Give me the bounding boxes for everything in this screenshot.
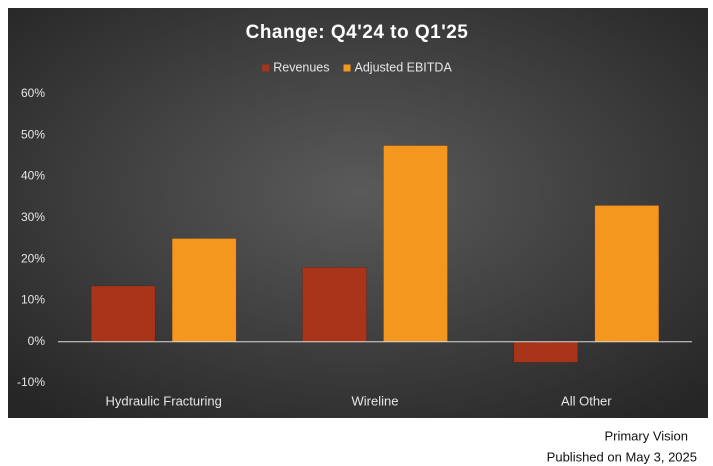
chart-background [8,8,708,418]
legend-marker [343,64,351,72]
x-tick-label: Wireline [352,393,399,408]
y-tick-label: 50% [21,127,45,141]
y-tick-label: 0% [28,334,46,348]
plot: -10% 0% 10% 20% 30% 40% 50% 60% Hydraulic Fractu… [17,60,692,408]
legend-label: Adjusted EBITDA [355,60,453,74]
published-date: Published on May 3, 2025 [547,449,697,464]
legend-label: Revenues [273,60,329,74]
chart-title: Change: Q4'24 to Q1'25 [246,22,469,43]
y-tick-label: 20% [21,251,45,265]
bar [171,238,237,342]
y-tick-label: -10% [17,375,45,389]
source: Primary Vision [604,428,688,443]
legend-marker [262,64,270,72]
bar [302,267,367,342]
bar [383,145,448,342]
y-tick-label: 40% [21,169,45,183]
y-tick-label: 60% [21,86,45,100]
bar [513,341,579,363]
y-tick-label: 10% [21,293,45,307]
x-tick-label: Hydraulic Fracturing [106,393,222,408]
x-tick-label: All Other [561,393,612,408]
bar [594,205,660,342]
y-tick-label: 30% [21,210,45,224]
bar [90,285,156,342]
